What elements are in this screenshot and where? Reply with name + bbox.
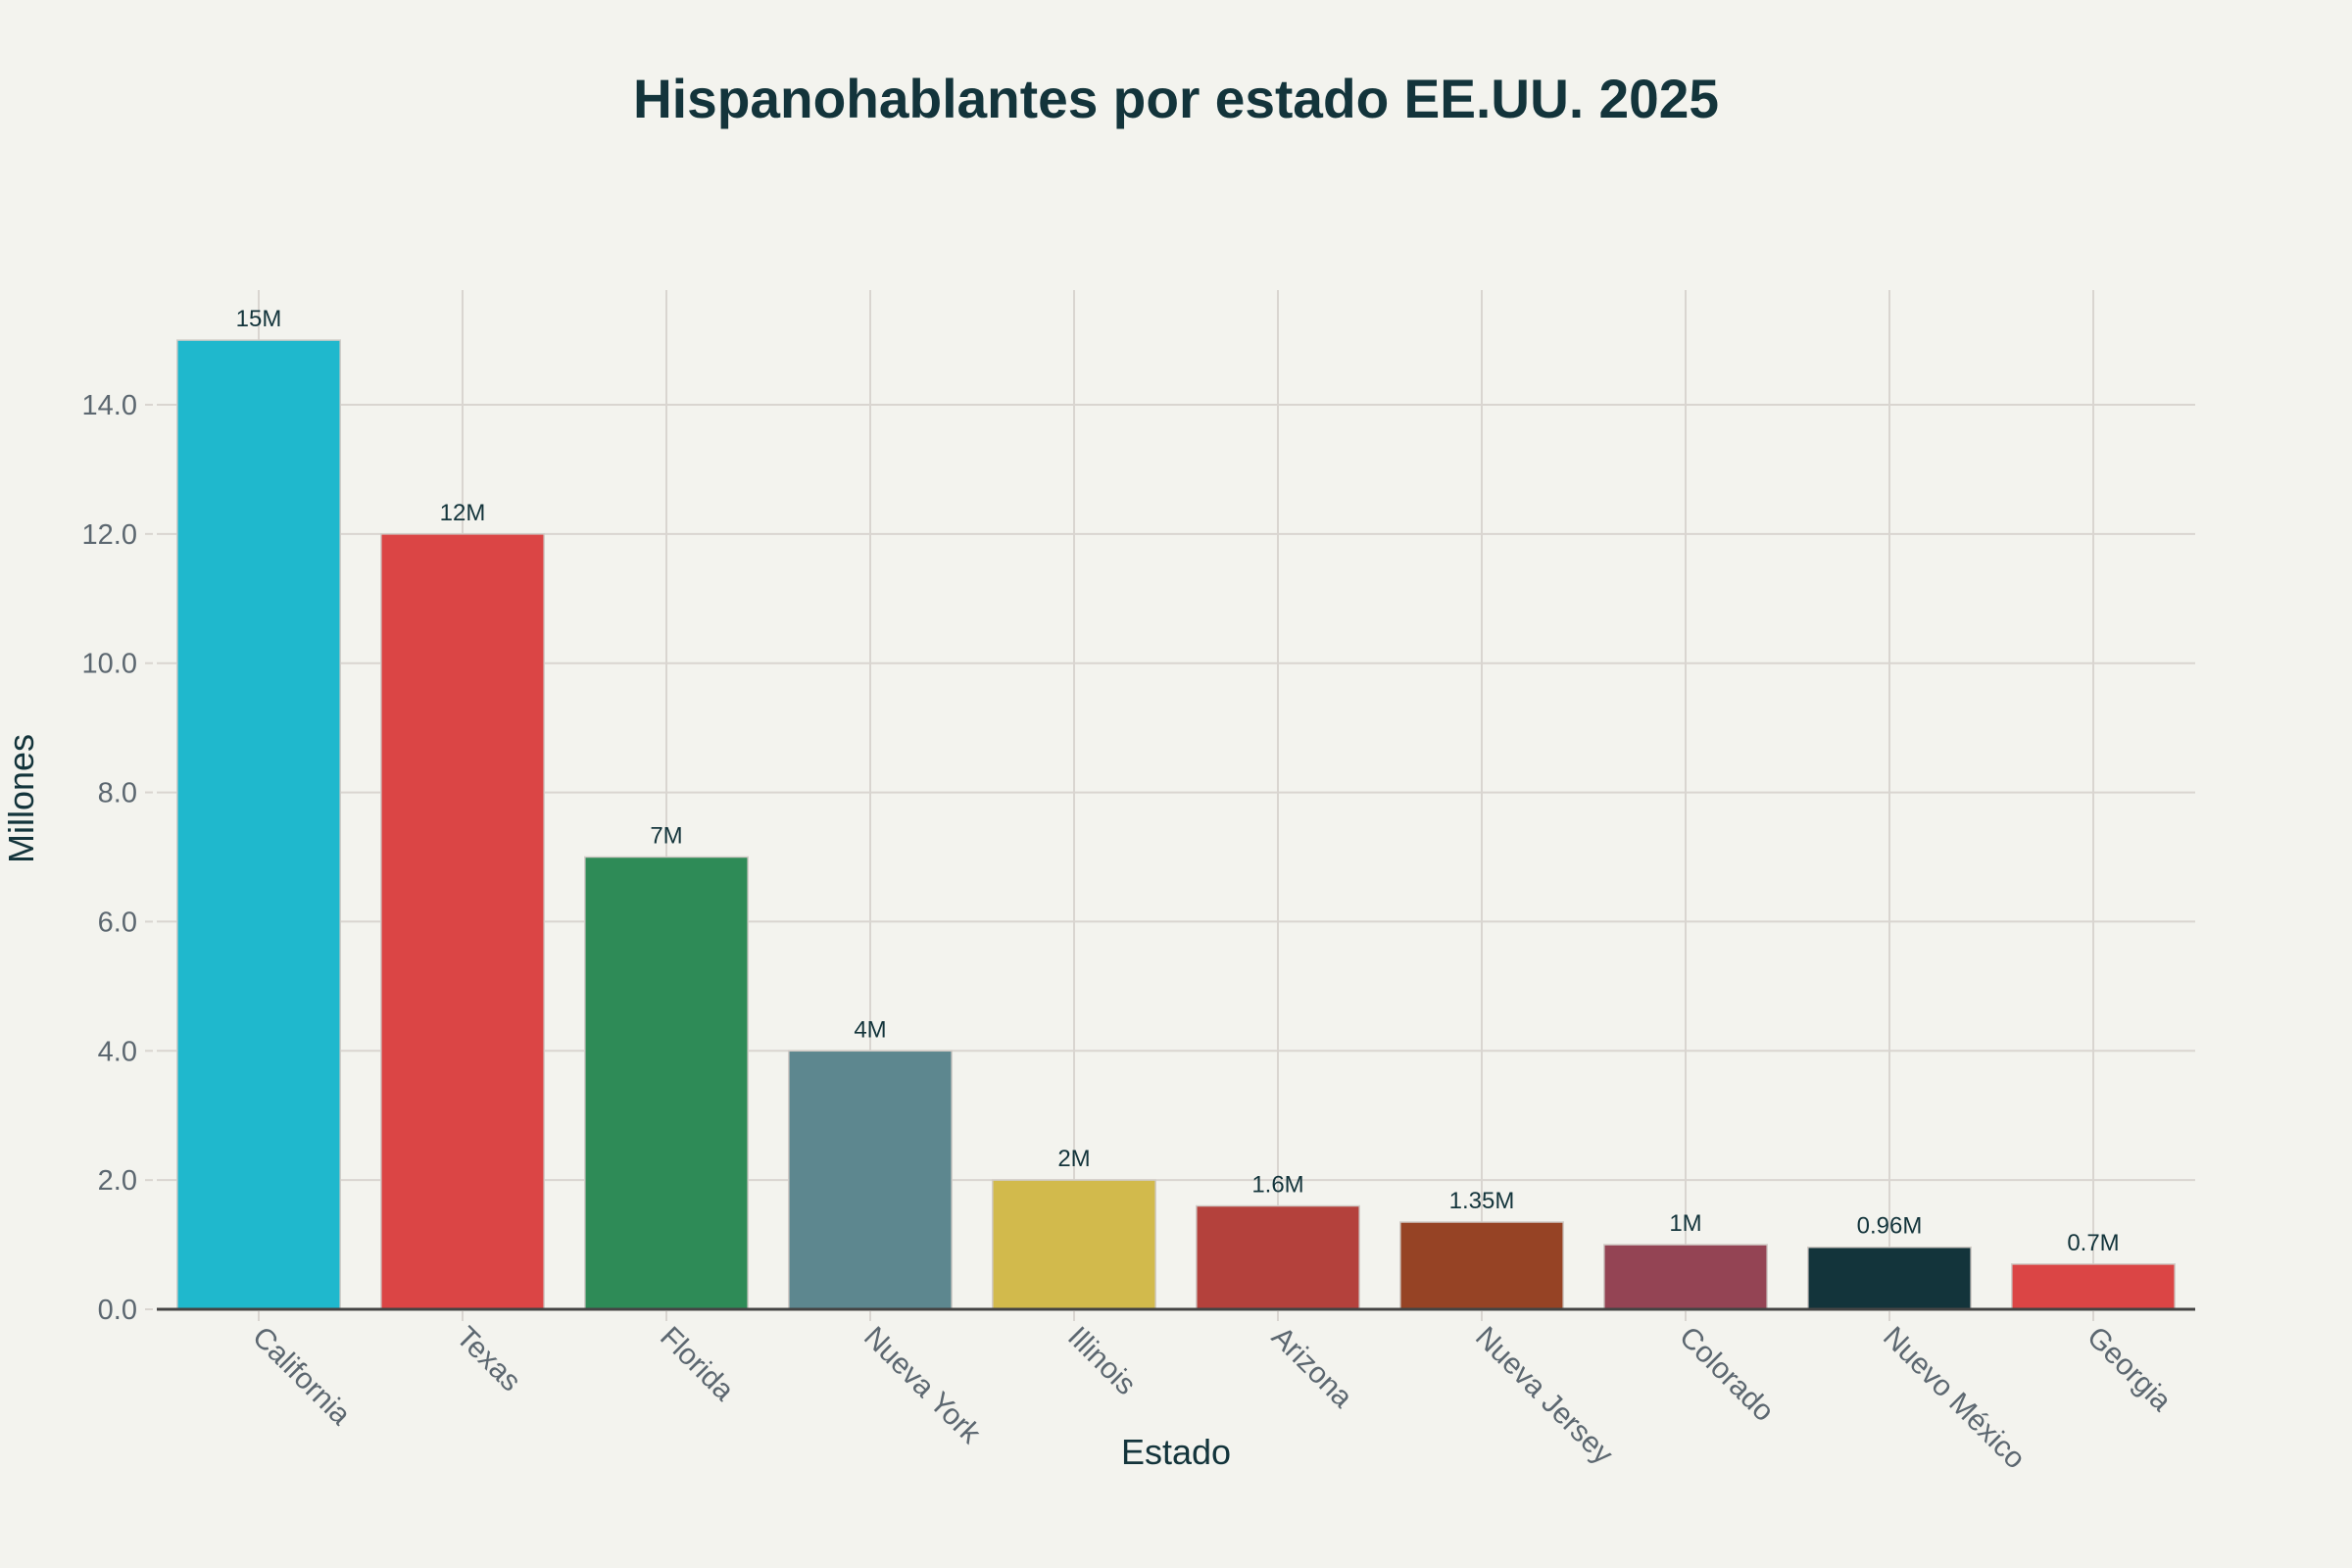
chart-title: Hispanohablantes por estado EE.UU. 2025 [633, 68, 1719, 129]
bar-nueva-jersey [1399, 1221, 1564, 1310]
data-label: 2M [1057, 1146, 1090, 1172]
y-tick-label: 4.0 [98, 1036, 137, 1067]
y-tick-label: 10.0 [82, 649, 137, 680]
bar-georgia [2011, 1263, 2176, 1310]
bar-arizona [1196, 1204, 1360, 1310]
bar-nueva-york [788, 1050, 953, 1310]
bar-california [176, 339, 341, 1310]
y-axis-title: Millones [1, 734, 41, 863]
y-tick-label: 0.0 [98, 1295, 137, 1326]
y-tick-label: 14.0 [82, 390, 137, 421]
y-tick-label: 12.0 [82, 519, 137, 551]
data-label: 7M [650, 823, 682, 850]
y-tick-label: 2.0 [98, 1165, 137, 1197]
bar-texas [380, 533, 545, 1310]
bar-florida [584, 856, 749, 1310]
data-labels: 15M 12M 7M 4M 2M 1.6M 1.35M 1M 0.96M 0.7M [236, 306, 2120, 1256]
y-tick-label: 8.0 [98, 778, 137, 809]
data-label: 0.96M [1857, 1213, 1923, 1240]
data-label: 12M [440, 500, 486, 526]
bar-illinois [992, 1179, 1156, 1310]
x-axis-title: Estado [1121, 1432, 1231, 1472]
y-tick-label: 6.0 [98, 906, 137, 938]
data-label: 1.35M [1449, 1188, 1515, 1214]
data-label: 15M [236, 306, 282, 332]
data-label: 1M [1669, 1210, 1701, 1237]
bar-colorado [1603, 1244, 1768, 1310]
data-label: 0.7M [2067, 1230, 2119, 1256]
y-axis-ticks: 0.0 2.0 4.0 6.0 8.0 10.0 12.0 14.0 [82, 390, 153, 1326]
bar-nuevo-méxico [1807, 1246, 1972, 1310]
data-label: 1.6M [1251, 1172, 1303, 1199]
data-label: 4M [854, 1016, 886, 1043]
bars [176, 339, 2176, 1310]
